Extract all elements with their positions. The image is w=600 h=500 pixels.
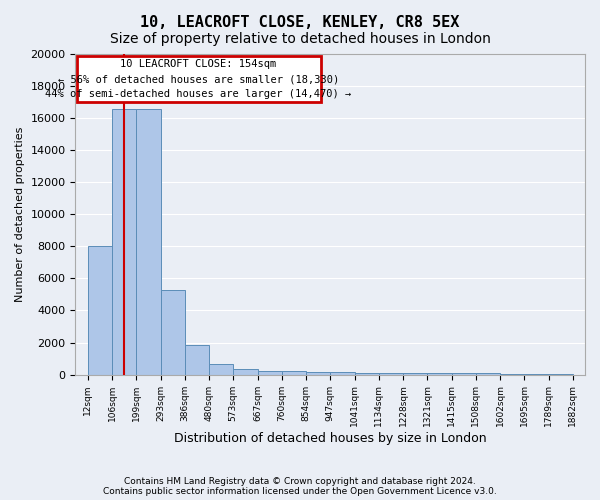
Text: Contains public sector information licensed under the Open Government Licence v3: Contains public sector information licen…	[103, 488, 497, 496]
FancyBboxPatch shape	[77, 56, 320, 102]
Text: Contains HM Land Registry data © Crown copyright and database right 2024.: Contains HM Land Registry data © Crown c…	[124, 478, 476, 486]
Bar	[161, 290, 185, 374]
Text: 10, LEACROFT CLOSE, KENLEY, CR8 5EX: 10, LEACROFT CLOSE, KENLEY, CR8 5EX	[140, 15, 460, 30]
Bar	[88, 246, 112, 374]
Bar	[427, 373, 452, 374]
Text: 10 LEACROFT CLOSE: 154sqm
← 56% of detached houses are smaller (18,330)
44% of s: 10 LEACROFT CLOSE: 154sqm ← 56% of detac…	[46, 60, 352, 99]
Bar	[403, 373, 427, 374]
Bar	[257, 370, 282, 374]
Bar	[282, 372, 306, 374]
X-axis label: Distribution of detached houses by size in London: Distribution of detached houses by size …	[174, 432, 487, 445]
Bar	[355, 372, 379, 374]
Bar	[233, 369, 257, 374]
Bar	[136, 110, 161, 374]
Text: Size of property relative to detached houses in London: Size of property relative to detached ho…	[110, 32, 490, 46]
Bar	[112, 110, 136, 374]
Bar	[330, 372, 355, 374]
Y-axis label: Number of detached properties: Number of detached properties	[15, 126, 25, 302]
Bar	[306, 372, 330, 374]
Bar	[209, 364, 233, 374]
Bar	[185, 346, 209, 374]
Bar	[379, 373, 403, 374]
